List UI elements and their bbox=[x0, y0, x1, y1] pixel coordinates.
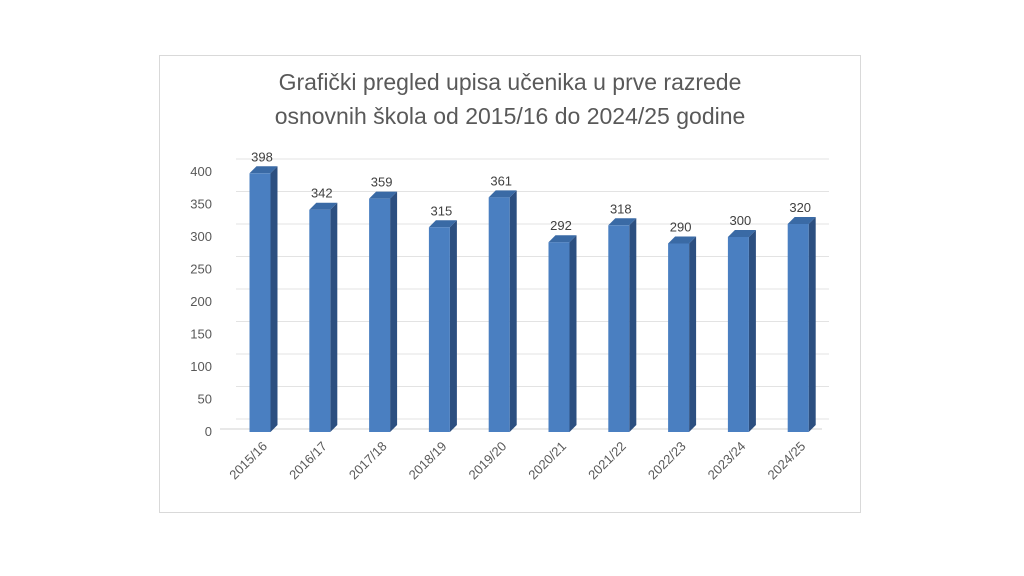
bar-side bbox=[629, 218, 637, 432]
bar-2024/25: 320 bbox=[787, 200, 816, 432]
bar-side bbox=[270, 166, 278, 433]
bar-2020/21: 292 bbox=[548, 218, 577, 432]
bar-top bbox=[548, 235, 577, 243]
x-tick-label: 2018/19 bbox=[406, 439, 450, 483]
data-label: 315 bbox=[431, 203, 453, 218]
bar-front bbox=[608, 225, 630, 432]
x-axis-ticks: 2015/16 2016/17 2017/18 2018/19 2019/20 2020/… bbox=[226, 439, 808, 483]
bar-side bbox=[689, 236, 697, 432]
data-label: 320 bbox=[789, 200, 811, 215]
bar-2022/23: 290 bbox=[668, 220, 697, 432]
x-tick-label: 2021/22 bbox=[585, 439, 629, 483]
bar-front bbox=[369, 198, 391, 432]
bar-side bbox=[390, 191, 398, 432]
bar-2019/20: 361 bbox=[488, 173, 517, 432]
bar-top bbox=[787, 217, 816, 224]
bar-top bbox=[727, 230, 756, 237]
x-tick-label: 2023/24 bbox=[705, 439, 749, 483]
y-tick-label: 150 bbox=[190, 327, 212, 342]
bar-top bbox=[369, 191, 398, 199]
bar-top bbox=[309, 202, 338, 210]
bar-side bbox=[330, 202, 338, 432]
chart-title-line-1: Grafički pregled upisa učenika u prve ra… bbox=[279, 69, 742, 95]
x-tick-label: 2020/21 bbox=[525, 439, 569, 483]
bar-side bbox=[808, 217, 816, 432]
bar-2021/22: 318 bbox=[608, 201, 637, 432]
bar-side bbox=[569, 235, 577, 432]
y-tick-label: 100 bbox=[190, 359, 212, 374]
y-tick-label: 400 bbox=[190, 164, 212, 179]
bar-front bbox=[787, 224, 809, 432]
bar-top bbox=[608, 218, 637, 226]
y-tick-label: 50 bbox=[198, 392, 212, 407]
y-tick-label: 350 bbox=[190, 197, 212, 212]
x-tick-label: 2019/20 bbox=[465, 439, 509, 483]
bar-2017/18: 359 bbox=[369, 175, 398, 432]
bars: 398 342 359 315 361 292 318 290 300 320 bbox=[249, 149, 816, 433]
bar-top bbox=[668, 236, 697, 244]
bar-front bbox=[309, 209, 331, 432]
y-tick-label: 200 bbox=[190, 294, 212, 309]
bar-2023/24: 300 bbox=[727, 213, 756, 432]
y-tick-label: 300 bbox=[190, 229, 212, 244]
data-label: 290 bbox=[670, 220, 692, 235]
data-label: 292 bbox=[550, 218, 572, 233]
bar-top bbox=[428, 220, 457, 228]
bar-front bbox=[488, 197, 510, 432]
bar-2015/16: 398 bbox=[249, 149, 278, 433]
y-axis-ticks: 0 50 100 150 200 250 300 350 400 bbox=[190, 164, 212, 439]
bar-front bbox=[428, 227, 450, 432]
x-tick-label: 2024/25 bbox=[764, 439, 808, 483]
bar-front bbox=[727, 237, 749, 432]
bar-front bbox=[668, 243, 690, 432]
bar-front bbox=[548, 242, 570, 432]
x-tick-label: 2015/16 bbox=[226, 439, 270, 483]
data-label: 361 bbox=[490, 173, 512, 188]
bar-2016/17: 342 bbox=[309, 186, 338, 432]
bar-2018/19: 315 bbox=[428, 203, 457, 432]
data-label: 300 bbox=[730, 213, 752, 228]
data-label: 318 bbox=[610, 201, 632, 216]
data-label: 359 bbox=[371, 175, 393, 190]
y-tick-label: 250 bbox=[190, 262, 212, 277]
bar-side bbox=[449, 220, 457, 432]
bar-front bbox=[249, 173, 271, 433]
data-label: 342 bbox=[311, 186, 333, 201]
x-tick-label: 2017/18 bbox=[346, 439, 390, 483]
bar-side bbox=[509, 190, 517, 432]
x-tick-label: 2022/23 bbox=[645, 439, 689, 483]
data-label: 398 bbox=[251, 149, 273, 164]
chart-title-line-2: osnovnih škola od 2015/16 do 2024/25 god… bbox=[275, 103, 746, 129]
bar-top bbox=[488, 190, 517, 198]
bar-top bbox=[249, 166, 278, 174]
y-tick-label: 0 bbox=[205, 424, 212, 439]
bar-side bbox=[748, 230, 756, 432]
x-tick-label: 2016/17 bbox=[286, 439, 330, 483]
